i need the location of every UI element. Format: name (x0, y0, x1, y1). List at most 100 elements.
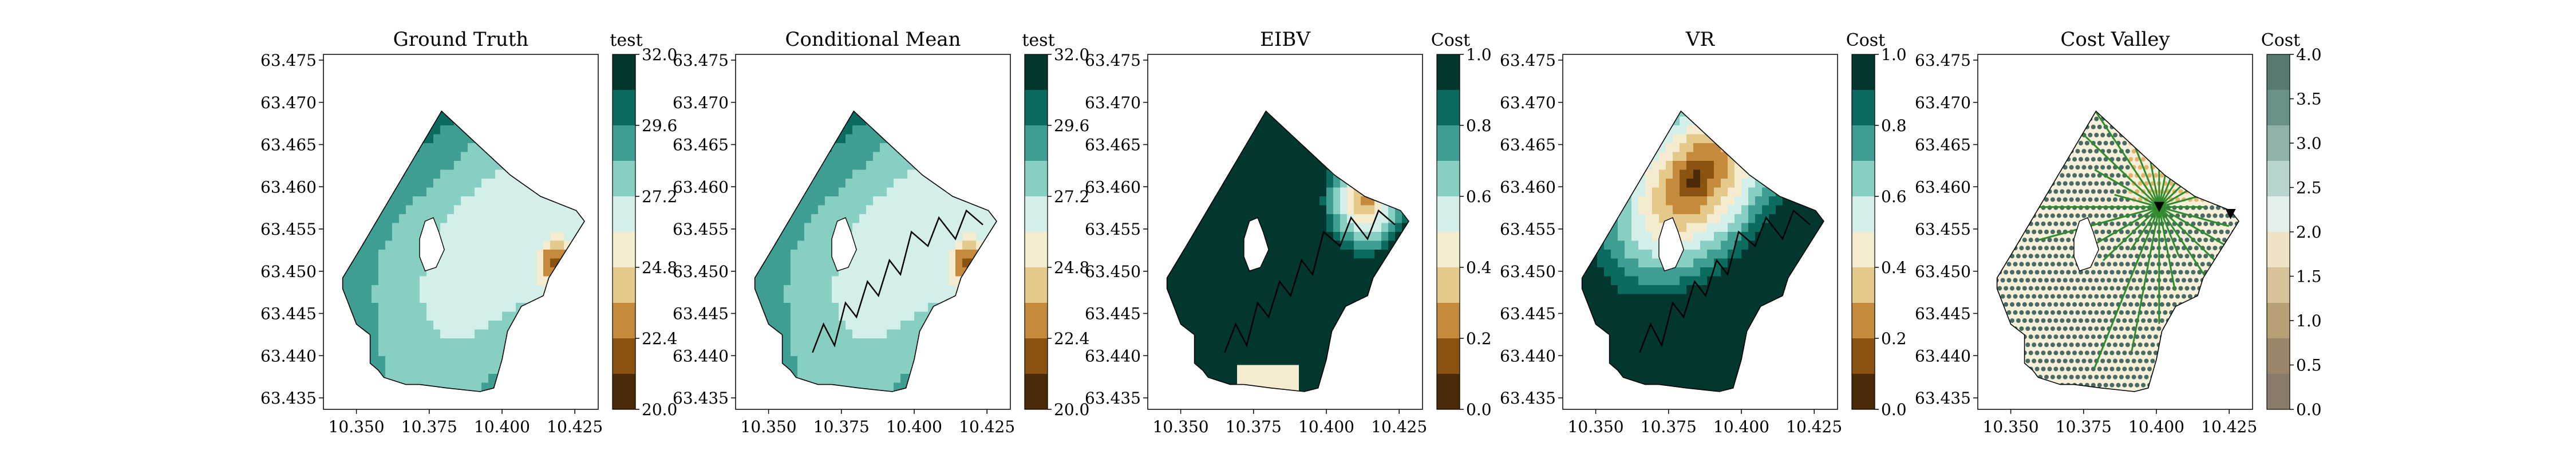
field-cell (1326, 205, 1334, 215)
field-cell (420, 311, 427, 321)
field-cell (523, 152, 530, 161)
y-tick-label: 63.465 (673, 136, 729, 155)
field-cell (942, 169, 949, 179)
field-cell (1368, 321, 1375, 330)
field-cell (825, 223, 832, 232)
field-cell (557, 347, 564, 357)
field-cell (1313, 374, 1320, 384)
field-cell (358, 90, 365, 99)
field-cell (578, 382, 584, 392)
field-cell (1285, 116, 1293, 126)
field-cell (1155, 338, 1162, 348)
field-cell (942, 303, 949, 313)
field-cell (420, 294, 427, 303)
field-cell (1203, 303, 1210, 313)
field-cell (440, 125, 448, 135)
field-cell (818, 365, 825, 374)
field-cell (791, 152, 798, 161)
field-cell (1230, 294, 1238, 303)
field-cell (413, 81, 420, 90)
field-cell (1285, 401, 1293, 410)
field-cell (543, 232, 551, 242)
field-cell (791, 54, 798, 64)
field-cell (323, 206, 331, 215)
field-cell (1409, 223, 1416, 232)
field-cell (797, 276, 805, 286)
field-cell (1210, 232, 1217, 242)
field-cell (1333, 311, 1341, 321)
field-cell (928, 134, 935, 144)
field-cell (1354, 240, 1361, 250)
field-cell (1251, 338, 1258, 348)
field-cell (495, 64, 503, 73)
field-cell (378, 258, 386, 268)
field-cell (536, 196, 544, 206)
field-cell (571, 187, 578, 197)
field-cell (1155, 170, 1162, 179)
field-cell (426, 116, 434, 126)
field-cell (1237, 285, 1244, 295)
field-cell (1333, 276, 1341, 286)
field-cell (392, 125, 400, 135)
field-cell (935, 152, 942, 161)
field-cell (385, 99, 393, 108)
field-cell (1168, 232, 1176, 242)
field-cell (832, 276, 839, 286)
field-cell (584, 294, 592, 303)
field-cell (1182, 338, 1190, 348)
field-cell (1237, 392, 1244, 401)
field-cell (1189, 338, 1196, 348)
field-cell (1003, 179, 1011, 188)
field-cell (1175, 401, 1183, 410)
field-cell (1230, 134, 1238, 144)
field-cell (736, 54, 743, 64)
field-cell (488, 81, 496, 90)
field-cell (461, 116, 468, 126)
field-cell (825, 240, 832, 250)
field-cell (763, 205, 771, 215)
field-cell (887, 111, 894, 117)
field-cell (509, 338, 516, 348)
colorbar-frame (1024, 54, 1048, 410)
field-cell (1278, 374, 1286, 384)
field-cell (1361, 267, 1368, 277)
field-cell (873, 365, 880, 374)
field-cell (859, 321, 867, 330)
field-cell (983, 179, 990, 188)
field-cell (859, 111, 867, 117)
field-cell (962, 329, 970, 339)
field-cell (1168, 267, 1176, 277)
field-cell (1189, 392, 1196, 401)
field-cell (900, 187, 908, 197)
field-cell (1374, 258, 1382, 268)
field-cell (564, 152, 571, 161)
field-cell (1388, 64, 1396, 73)
field-cell (997, 267, 1004, 277)
field-cell (1189, 311, 1196, 321)
field-cell (1167, 116, 1169, 126)
field-cell (949, 347, 956, 357)
field-cell (736, 161, 743, 170)
field-cell (1306, 329, 1313, 339)
field-cell (495, 99, 503, 108)
field-cell (969, 392, 977, 401)
field-cell (976, 382, 983, 392)
field-cell (571, 72, 578, 81)
field-cell (756, 152, 764, 161)
field-cell (550, 161, 558, 171)
field-cell (1361, 285, 1368, 295)
field-cell (784, 169, 791, 179)
field-cell (949, 365, 956, 374)
field-cell (928, 111, 935, 117)
field-cell (523, 223, 530, 232)
field-cell (1237, 116, 1244, 126)
field-cell (1278, 99, 1286, 108)
field-cell (749, 401, 757, 410)
field-cell (797, 240, 805, 250)
field-cell (564, 111, 571, 117)
field-cell (873, 338, 880, 348)
field-cell (825, 179, 832, 188)
field-cell (770, 374, 777, 384)
field-cell (928, 356, 935, 366)
field-cell (846, 161, 853, 171)
